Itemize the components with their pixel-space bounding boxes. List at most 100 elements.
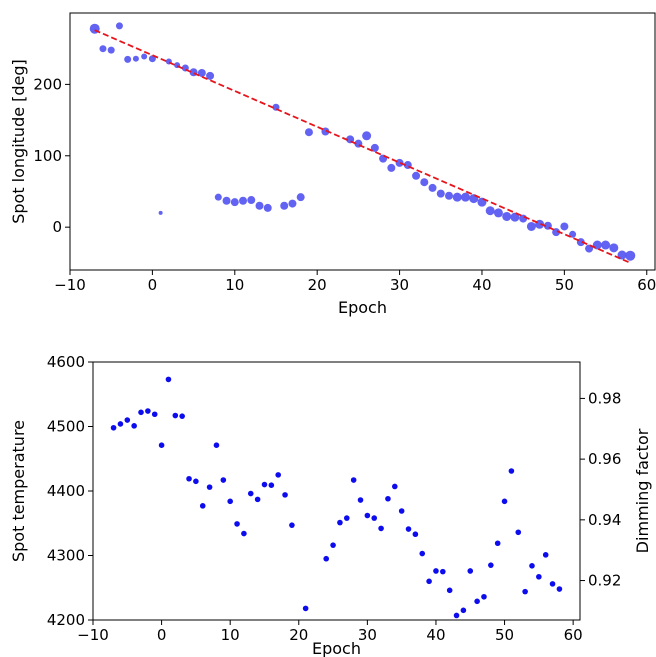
longitude-data-point <box>502 211 512 221</box>
temperature-panel: −10 0 10 20 30 40 50 60 4200 4300 4400 4500 4600 0.… <box>9 353 652 657</box>
temperature-data-point <box>199 503 206 509</box>
dimming-y-tick-label: 0.96 <box>588 450 621 468</box>
longitude-data-point <box>625 250 636 261</box>
dimming-y-tick-label: 0.94 <box>588 511 621 529</box>
longitude-data-point <box>115 22 123 30</box>
temperature-marks <box>110 376 563 619</box>
temperature-data-point <box>145 408 151 414</box>
temperature-data-point <box>501 498 508 505</box>
longitude-data-point <box>99 45 107 53</box>
longitude-data-point <box>107 46 115 54</box>
longitude-y-tick-label: 0 <box>52 218 62 236</box>
temperature-data-point <box>165 376 172 383</box>
temperature-data-point <box>186 475 192 482</box>
temperature-data-point <box>158 442 165 449</box>
temperature-y-tick-label: 4400 <box>47 482 85 500</box>
longitude-data-point <box>214 193 222 201</box>
temperature-data-point <box>337 519 343 526</box>
longitude-data-point <box>445 191 454 200</box>
longitude-data-point <box>552 228 561 237</box>
longitude-data-point <box>239 196 248 205</box>
longitude-data-point <box>436 189 445 198</box>
temperature-data-point <box>508 468 515 474</box>
longitude-data-point <box>609 243 619 253</box>
temperature-y-ticks: 4200 4300 4400 4500 4600 <box>47 353 93 629</box>
longitude-data-point <box>222 196 231 205</box>
temperature-data-point <box>467 568 474 574</box>
longitude-data-point <box>206 71 215 80</box>
dimming-y-tick-label: 0.92 <box>588 572 621 590</box>
longitude-y-ticks: 0 100 200 <box>33 75 70 236</box>
temperature-data-point <box>481 593 487 600</box>
temperature-data-point <box>350 477 357 483</box>
temperature-data-point <box>549 581 556 587</box>
temperature-data-point <box>227 498 233 505</box>
temperature-data-point <box>460 607 467 614</box>
temperature-x-tick-label: 20 <box>289 626 308 644</box>
longitude-data-point <box>560 222 569 231</box>
temperature-data-point <box>453 612 460 619</box>
temperature-data-point <box>364 512 371 519</box>
temperature-data-point <box>268 482 275 488</box>
longitude-data-point <box>387 163 396 172</box>
longitude-x-tick-label: 60 <box>637 276 656 294</box>
temperature-data-point <box>275 472 281 478</box>
temperature-data-point <box>419 550 426 557</box>
temperature-y-tick-label: 4500 <box>47 418 85 436</box>
longitude-data-point <box>617 250 627 260</box>
longitude-data-point <box>601 240 611 250</box>
temperature-data-point <box>398 508 405 514</box>
temperature-y-tick-label: 4200 <box>47 611 85 629</box>
longitude-data-point <box>485 206 495 216</box>
temperature-data-point <box>220 477 227 483</box>
temperature-data-point <box>392 483 398 490</box>
dimming-y-tick-label: 0.98 <box>588 389 621 407</box>
temperature-data-point <box>234 521 240 527</box>
temperature-data-point <box>488 562 494 568</box>
longitude-data-point <box>493 208 503 218</box>
temperature-data-point <box>385 495 391 502</box>
temperature-y-tick-label: 4300 <box>47 547 85 565</box>
temperature-data-point <box>405 526 412 532</box>
temperature-data-point <box>412 531 419 538</box>
temperature-data-point <box>357 497 364 503</box>
temperature-data-point <box>522 588 528 595</box>
longitude-x-tick-label: 30 <box>390 276 409 294</box>
longitude-data-point <box>321 127 330 136</box>
temperature-x-tick-label: −10 <box>77 626 109 644</box>
longitude-x-tick-label: 40 <box>472 276 491 294</box>
temperature-data-point <box>117 421 124 427</box>
longitude-data-point <box>255 201 264 210</box>
temperature-data-point <box>247 490 254 497</box>
longitude-data-point <box>280 201 289 210</box>
linear-fit-line <box>94 29 631 264</box>
temperature-data-point <box>529 563 535 569</box>
temperature-data-point <box>179 413 185 419</box>
temperature-x-tick-label: 30 <box>358 626 377 644</box>
temperature-data-point <box>241 530 247 537</box>
temperature-data-point <box>426 578 432 585</box>
temperature-data-point <box>131 423 137 429</box>
longitude-panel: −10 0 10 20 30 40 50 60 0 100 200 Epoch Spot long… <box>9 12 656 317</box>
longitude-y-tick-label: 200 <box>33 75 62 93</box>
temperature-x-tick-label: 40 <box>426 626 445 644</box>
temperature-data-point <box>536 573 542 580</box>
temperature-data-point <box>138 409 144 416</box>
temperature-data-point <box>343 515 350 521</box>
longitude-data-point <box>304 128 313 137</box>
temperature-x-tick-label: 10 <box>221 626 240 644</box>
longitude-data-point <box>592 240 602 250</box>
longitude-y-axis-label: Spot longitude [deg] <box>9 59 28 224</box>
longitude-data-point <box>296 193 305 202</box>
longitude-data-point <box>124 55 132 63</box>
temperature-x-tick-label: 60 <box>564 626 583 644</box>
temperature-data-point <box>446 587 453 594</box>
temperature-data-point <box>371 515 378 521</box>
temperature-x-axis-label: Epoch <box>312 639 361 657</box>
longitude-x-ticks: −10 0 10 20 30 40 50 60 <box>54 270 656 294</box>
longitude-data-point <box>247 196 256 205</box>
temperature-data-point <box>515 529 522 536</box>
longitude-data-point <box>526 221 536 231</box>
longitude-data-point <box>452 192 462 202</box>
